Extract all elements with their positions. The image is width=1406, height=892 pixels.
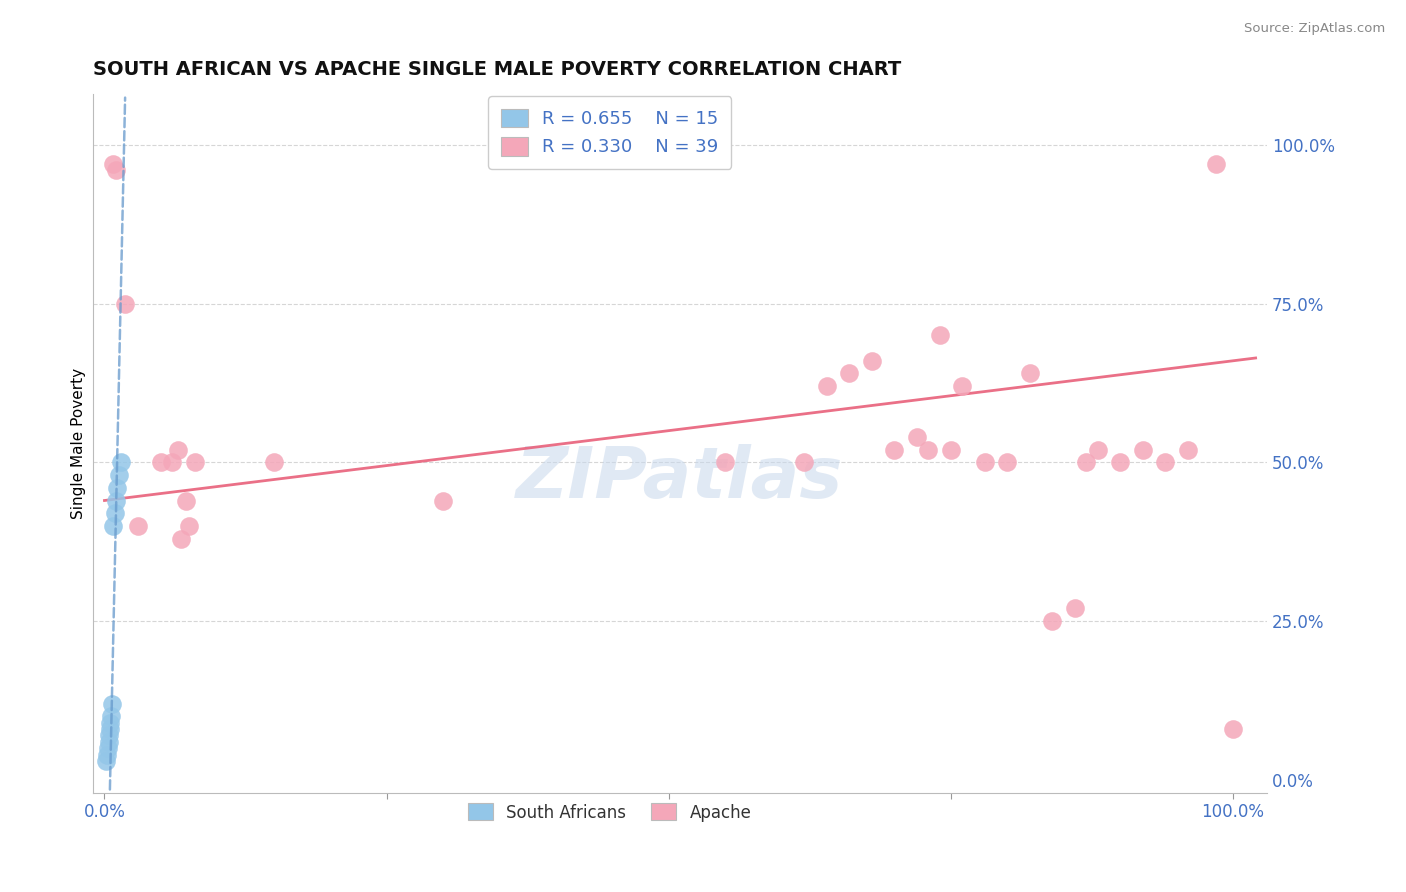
Point	[973, 455, 995, 469]
Point	[98, 729, 121, 743]
Point	[103, 519, 125, 533]
Point	[104, 493, 127, 508]
Text: SOUTH AFRICAN VS APACHE SINGLE MALE POVERTY CORRELATION CHART: SOUTH AFRICAN VS APACHE SINGLE MALE POVE…	[93, 60, 901, 78]
Point	[97, 741, 120, 756]
Point	[149, 455, 172, 469]
Point	[1076, 455, 1098, 469]
Point	[432, 493, 454, 508]
Point	[174, 493, 197, 508]
Point	[179, 519, 201, 533]
Point	[94, 754, 117, 768]
Point	[939, 442, 962, 457]
Point	[1222, 722, 1244, 736]
Point	[1177, 442, 1199, 457]
Point	[127, 519, 149, 533]
Point	[917, 442, 939, 457]
Point	[170, 532, 193, 546]
Point	[108, 468, 131, 483]
Point	[905, 430, 928, 444]
Point	[166, 442, 188, 457]
Text: ZIPatlas: ZIPatlas	[516, 444, 844, 513]
Point	[101, 697, 124, 711]
Point	[98, 715, 121, 730]
Point	[96, 747, 118, 762]
Text: Source: ZipAtlas.com: Source: ZipAtlas.com	[1244, 22, 1385, 36]
Point	[838, 367, 860, 381]
Point	[1132, 442, 1154, 457]
Point	[114, 296, 136, 310]
Point	[950, 379, 973, 393]
Point	[105, 481, 128, 495]
Point	[1205, 157, 1227, 171]
Point	[860, 353, 883, 368]
Point	[928, 328, 950, 343]
Point	[110, 455, 132, 469]
Point	[714, 455, 737, 469]
Point	[995, 455, 1018, 469]
Point	[184, 455, 207, 469]
Point	[793, 455, 815, 469]
Point	[1042, 614, 1064, 628]
Point	[104, 163, 127, 178]
Point	[104, 506, 127, 520]
Point	[1154, 455, 1177, 469]
Point	[160, 455, 183, 469]
Point	[815, 379, 838, 393]
Point	[883, 442, 905, 457]
Point	[1064, 601, 1087, 615]
Point	[1109, 455, 1132, 469]
Legend: South Africans, Apache: South Africans, Apache	[456, 792, 763, 833]
Point	[103, 157, 125, 171]
Point	[1087, 442, 1109, 457]
Point	[98, 735, 121, 749]
Point	[98, 722, 121, 736]
Point	[100, 709, 122, 723]
Y-axis label: Single Male Poverty: Single Male Poverty	[72, 368, 86, 519]
Point	[1019, 367, 1042, 381]
Point	[263, 455, 285, 469]
